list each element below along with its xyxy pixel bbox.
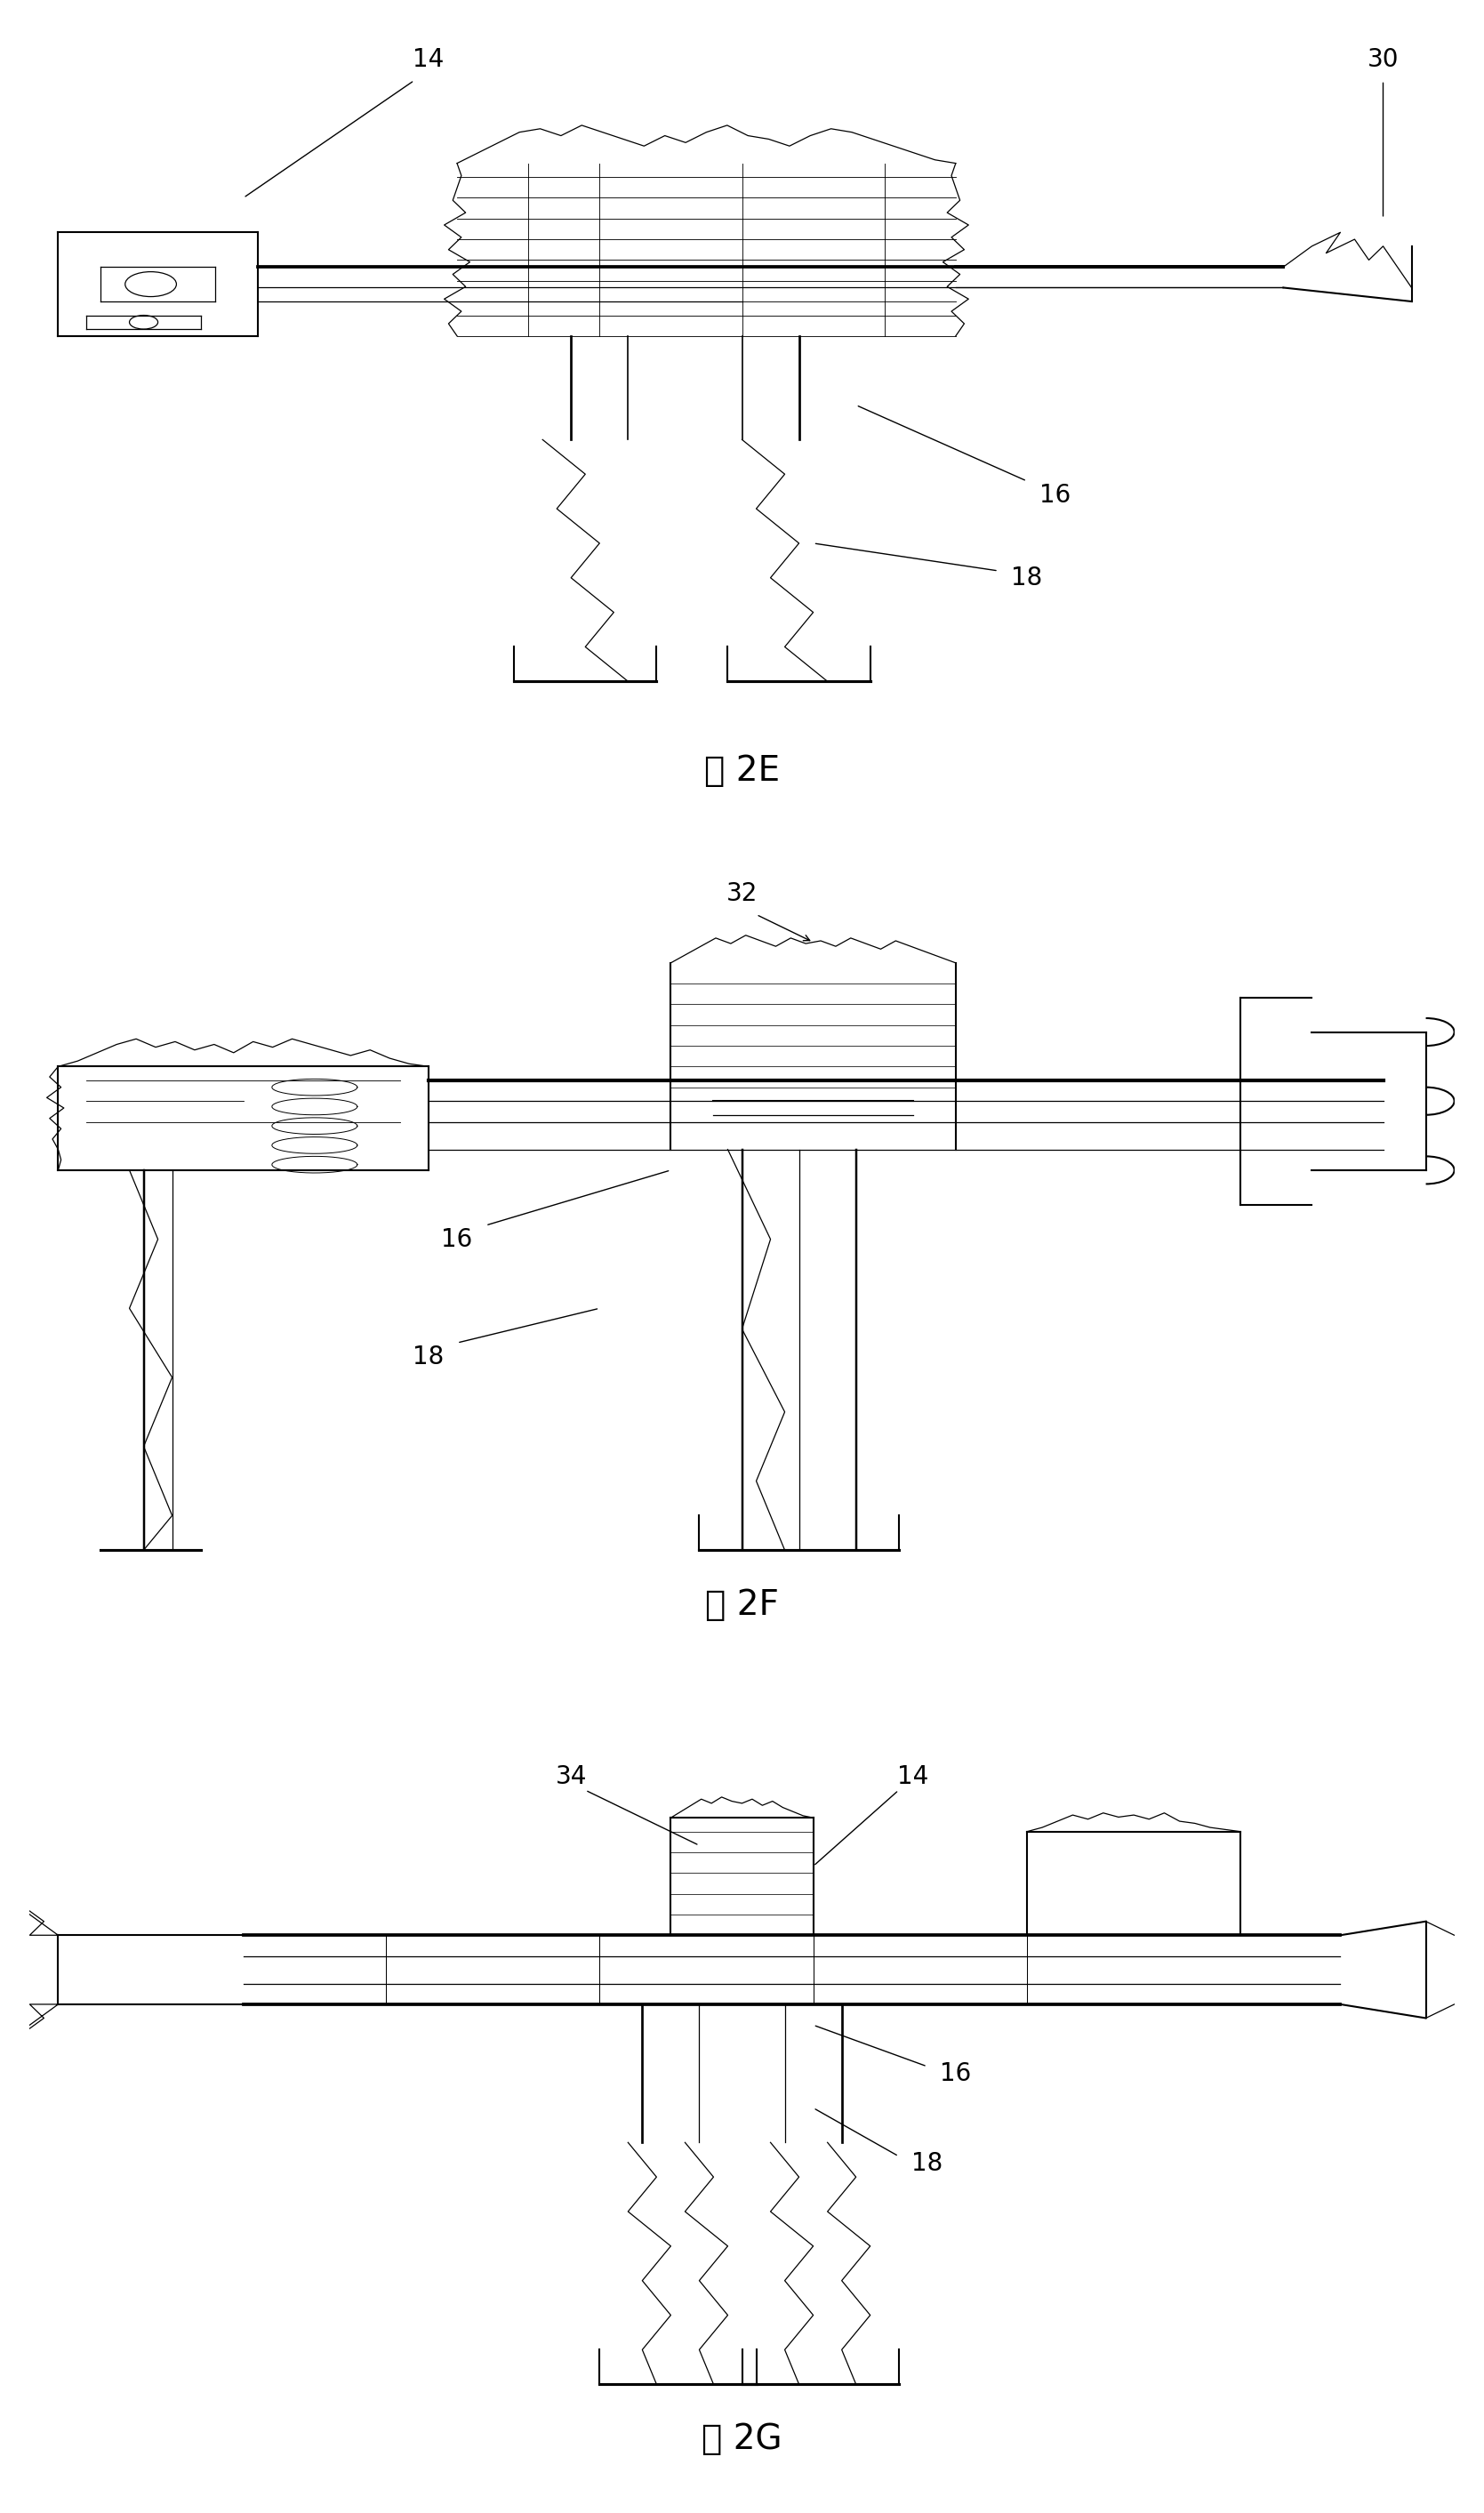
Text: 图 2F: 图 2F [705,1588,779,1623]
Text: 14: 14 [898,1764,929,1789]
Text: 图 2G: 图 2G [702,2423,782,2455]
Text: 18: 18 [911,2151,942,2176]
Text: 34: 34 [555,1764,586,1789]
Text: 16: 16 [1040,482,1071,508]
Text: 32: 32 [726,882,758,907]
Text: 30: 30 [1367,48,1399,73]
Text: 14: 14 [413,48,444,73]
Text: 图 2E: 图 2E [703,754,781,789]
Text: 18: 18 [1011,565,1043,591]
Text: 16: 16 [441,1226,473,1251]
Text: 18: 18 [413,1344,444,1370]
Text: 16: 16 [939,2061,972,2086]
